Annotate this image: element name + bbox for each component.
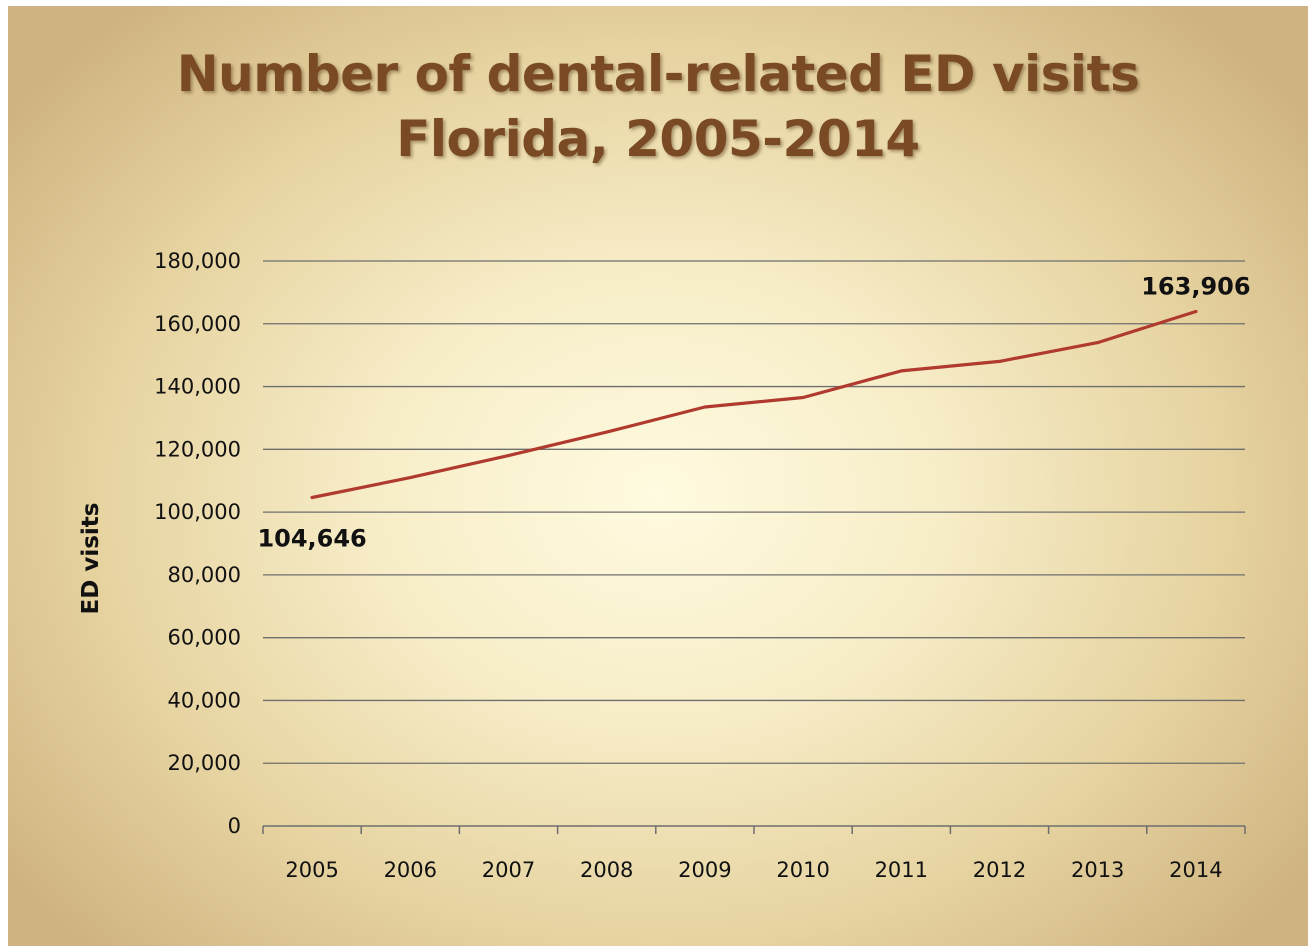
data-point [899, 369, 903, 373]
data-point [801, 396, 805, 400]
x-tick-label: 2005 [285, 858, 338, 882]
chart-title: Number of dental-related ED visits Flori… [8, 42, 1308, 172]
y-tick-label: 20,000 [168, 751, 241, 775]
data-label: 163,906 [1141, 273, 1250, 301]
x-tick-label: 2010 [776, 858, 829, 882]
data-point [408, 476, 412, 480]
data-point [1096, 341, 1100, 345]
x-tick-label: 2006 [384, 858, 437, 882]
y-tick-label: 80,000 [168, 563, 241, 587]
chart-title-line-1: Number of dental-related ED visits [176, 45, 1140, 103]
axes [262, 825, 1246, 834]
x-tick-label: 2008 [580, 858, 633, 882]
x-tick-label: 2009 [678, 858, 731, 882]
x-tick-label: 2014 [1169, 858, 1222, 882]
chart-title-line-2: Florida, 2005-2014 [396, 110, 920, 168]
y-tick-label: 0 [228, 814, 241, 838]
data-point [507, 454, 510, 458]
x-axis-tick-labels: 2005 2006 2007 2008 2009 2010 2011 2012 2013 2014 [285, 858, 1222, 882]
x-tick-label: 2007 [482, 858, 535, 882]
y-tick-label: 160,000 [154, 312, 241, 336]
y-tick-label: 60,000 [168, 626, 241, 650]
x-tick-label: 2012 [973, 858, 1026, 882]
data-point [703, 405, 707, 409]
y-tick-label: 180,000 [154, 249, 241, 273]
x-tick-label: 2011 [875, 858, 928, 882]
y-tick-label: 140,000 [154, 375, 241, 399]
series-line [310, 309, 1198, 500]
y-tick-label: 120,000 [154, 437, 241, 461]
y-tick-label: 100,000 [154, 500, 241, 524]
y-axis-title: ED visits [78, 503, 104, 615]
line-chart: 0 20,000 40,000 60,000 80,000 100,000 120,000 1… [78, 249, 1251, 882]
data-point [998, 359, 1001, 363]
slide-background: Number of dental-related ED visits Flori… [8, 6, 1308, 946]
y-axis-tick-labels: 0 20,000 40,000 60,000 80,000 100,000 120,000 1… [154, 249, 241, 838]
data-label: 104,646 [257, 525, 366, 553]
data-labels: 104,646 163,906 [257, 273, 1250, 553]
data-point [310, 496, 314, 500]
data-point [605, 430, 609, 434]
data-point [1194, 310, 1198, 314]
series [310, 309, 1198, 500]
gridlines [263, 260, 1245, 764]
x-tick-label: 2013 [1071, 858, 1124, 882]
y-tick-label: 40,000 [168, 688, 241, 712]
